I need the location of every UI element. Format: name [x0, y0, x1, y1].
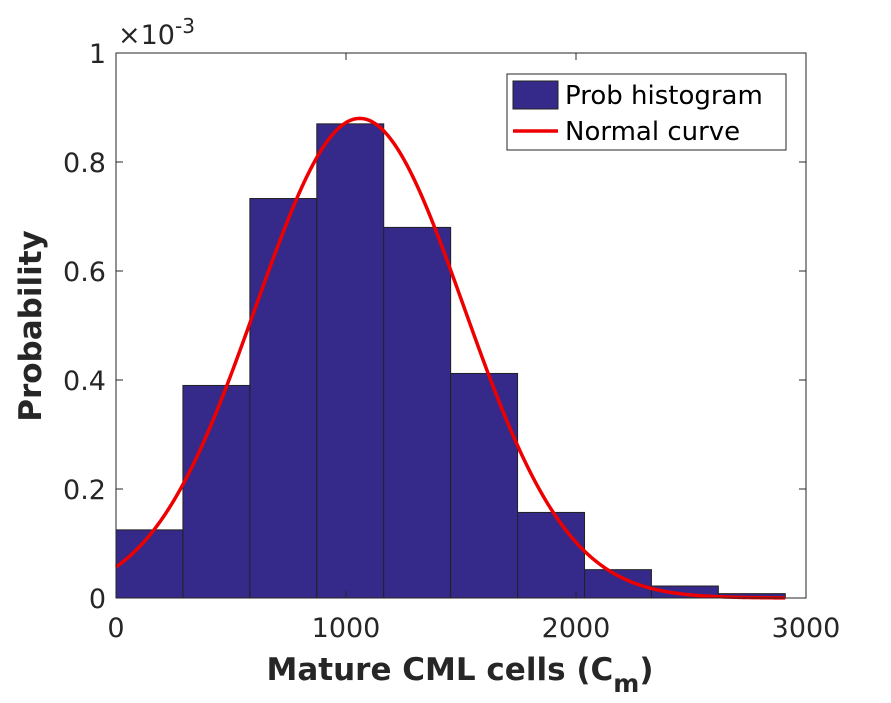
y-exponent-label: ×10-3	[118, 14, 195, 51]
histogram-bar	[383, 226, 452, 599]
x-axis-title-main: Mature CML cells (C	[267, 652, 614, 688]
histogram-bar	[450, 372, 519, 599]
y-tick-label: 0.4	[63, 366, 106, 397]
x-axis-title-subscript: m	[613, 669, 639, 698]
x-axis-title-suffix: )	[639, 652, 653, 688]
y-tick-label: 0.6	[63, 257, 106, 288]
x-axis-ticks: 0 1000 2000 3000	[107, 53, 840, 644]
x-tick-label: 3000	[772, 613, 841, 644]
y-exponent-power: -3	[175, 14, 195, 38]
histogram-bar	[249, 198, 318, 599]
normal-curve-line	[114, 116, 786, 600]
histogram-bar	[316, 123, 385, 599]
legend-histogram-swatch	[512, 80, 559, 110]
y-axis-title: Probability	[13, 230, 49, 422]
legend-curve-label: Normal curve	[565, 117, 740, 147]
y-tick-label: 1	[89, 39, 106, 70]
legend-histogram-label: Prob histogram	[565, 81, 763, 111]
y-tick-label: 0	[89, 584, 106, 615]
histogram-bar	[182, 384, 251, 599]
plot-box	[115, 52, 807, 599]
x-tick-label: 0	[107, 613, 124, 644]
y-tick-label: 0.8	[63, 148, 106, 179]
histogram-bars	[115, 123, 786, 599]
y-axis-ticks: 0 0.2 0.4 0.6 0.8 1	[63, 39, 806, 615]
histogram-bar	[517, 511, 586, 599]
x-axis-title: Mature CML cells (Cm)	[267, 652, 654, 698]
y-exponent-prefix: ×10	[118, 20, 175, 51]
y-tick-label: 0.2	[63, 475, 106, 506]
x-tick-label: 2000	[542, 613, 611, 644]
legend: Prob histogram Normal curve	[506, 73, 787, 151]
x-tick-label: 1000	[312, 613, 381, 644]
histogram-bar	[115, 529, 184, 599]
